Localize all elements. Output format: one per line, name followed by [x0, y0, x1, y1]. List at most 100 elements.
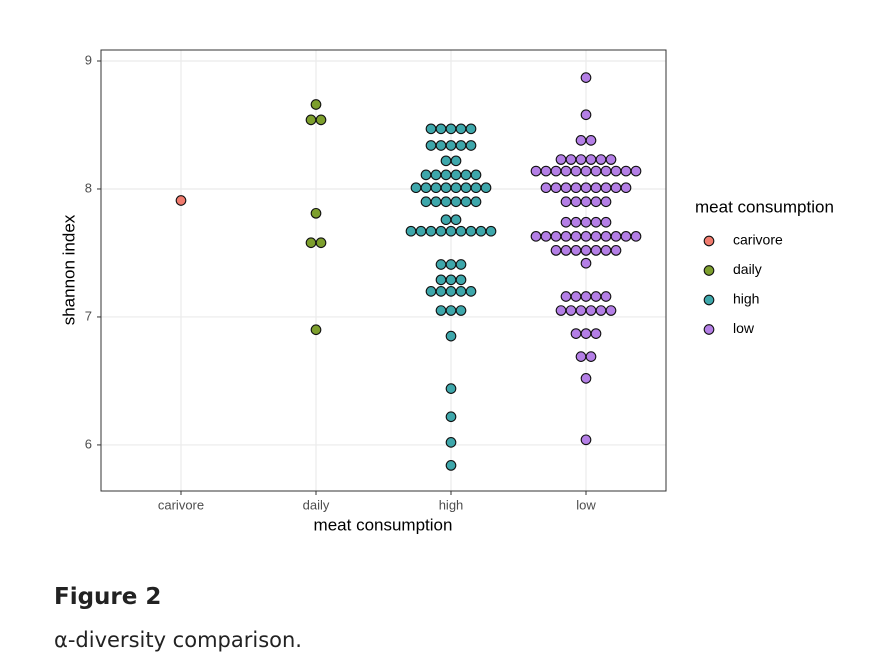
legend-key — [703, 294, 715, 306]
dot — [445, 286, 457, 297]
plot-frame — [100, 49, 667, 492]
dot — [435, 259, 447, 270]
dot — [595, 154, 607, 165]
dot — [610, 245, 622, 256]
dot — [580, 196, 592, 208]
legend-label: carivore — [733, 232, 783, 248]
dot — [560, 230, 572, 242]
dot — [470, 182, 482, 194]
figure-caption: α-diversity comparison. — [54, 628, 302, 652]
dot — [590, 245, 602, 256]
dot — [580, 245, 592, 256]
dot — [580, 434, 592, 446]
dot — [600, 291, 612, 302]
dot — [445, 274, 457, 286]
dot — [475, 225, 487, 237]
legend-key — [703, 324, 715, 335]
dot — [560, 196, 572, 208]
dot — [425, 225, 437, 237]
dot — [455, 225, 467, 237]
dot — [465, 123, 477, 135]
dot — [580, 182, 592, 194]
dot — [480, 182, 492, 194]
dot — [610, 230, 622, 242]
dot — [610, 165, 622, 177]
dot — [450, 155, 462, 167]
dot — [590, 182, 602, 194]
dot — [560, 165, 572, 177]
dot — [570, 328, 582, 339]
dot — [305, 237, 317, 249]
dot — [460, 182, 472, 194]
dot — [175, 195, 187, 206]
y-tick-label: 9 — [85, 52, 92, 67]
y-tick-label: 7 — [85, 308, 92, 323]
dot — [410, 182, 422, 194]
dot — [445, 259, 457, 270]
dot — [560, 182, 572, 194]
x-axis-label: meat consumption — [314, 515, 453, 534]
dot — [565, 305, 577, 316]
dot — [445, 460, 457, 471]
dot — [530, 230, 542, 242]
y-tick-label: 8 — [85, 180, 92, 195]
dot — [590, 230, 602, 242]
dot — [565, 154, 577, 165]
dot — [570, 196, 582, 208]
dot — [465, 225, 477, 237]
dot — [445, 437, 457, 448]
dot — [550, 245, 562, 256]
dot — [560, 291, 572, 302]
dot — [630, 230, 642, 242]
dot — [590, 165, 602, 177]
dot — [575, 351, 587, 362]
dot — [555, 305, 567, 316]
dot — [450, 214, 462, 226]
legend-key — [703, 235, 715, 247]
dot — [570, 245, 582, 256]
dot — [435, 225, 447, 237]
dot — [310, 324, 322, 336]
dot — [435, 274, 447, 286]
dot — [315, 237, 327, 249]
dot — [315, 114, 327, 126]
dot — [450, 196, 462, 208]
dot — [470, 196, 482, 208]
dot — [595, 305, 607, 316]
dot — [585, 134, 597, 146]
dot — [435, 286, 447, 297]
y-axis-label: shannon index — [59, 214, 78, 325]
dot — [465, 286, 477, 297]
dot — [305, 114, 317, 126]
dot — [620, 182, 632, 194]
dot — [570, 165, 582, 177]
dot — [440, 214, 452, 226]
dot — [550, 182, 562, 194]
dot — [530, 165, 542, 177]
dot — [405, 225, 417, 237]
dot — [420, 169, 432, 181]
dot — [575, 305, 587, 316]
dot — [420, 182, 432, 194]
dot — [435, 305, 447, 316]
dot — [430, 169, 442, 181]
dot — [585, 351, 597, 362]
dot — [600, 245, 612, 256]
dot — [445, 123, 457, 135]
dot — [425, 140, 437, 151]
dot — [585, 305, 597, 316]
dot — [580, 109, 592, 121]
dot — [540, 182, 552, 194]
dot — [570, 291, 582, 302]
dot — [620, 165, 632, 177]
dot — [455, 274, 467, 286]
dot — [580, 230, 592, 242]
dot — [580, 373, 592, 384]
chart: meat consumption shannon index meat cons… — [59, 49, 834, 534]
dot — [460, 169, 472, 181]
dot — [485, 225, 497, 237]
dot — [420, 196, 432, 208]
dot — [450, 182, 462, 194]
dot — [470, 169, 482, 181]
